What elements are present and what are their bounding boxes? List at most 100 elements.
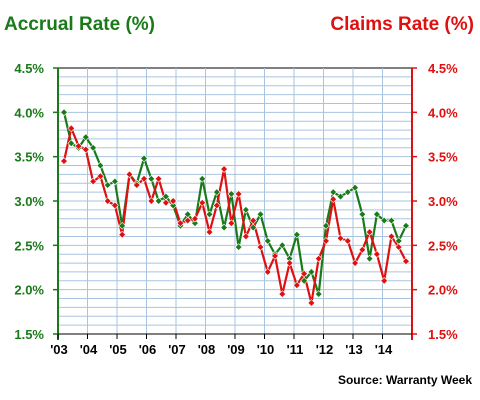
claims-point bbox=[373, 250, 381, 259]
claims-point bbox=[234, 190, 243, 198]
accrual-point bbox=[205, 210, 214, 219]
claims-point bbox=[256, 243, 265, 251]
claims-point bbox=[343, 237, 352, 245]
claims-point bbox=[198, 198, 207, 207]
claims-line bbox=[62, 127, 407, 305]
left-tick-label: 4.5% bbox=[14, 61, 44, 76]
accrual-point bbox=[351, 183, 359, 192]
claims-point bbox=[329, 195, 338, 204]
claims-point bbox=[183, 216, 192, 225]
claims-point bbox=[394, 243, 403, 251]
x-tick-label: '12 bbox=[316, 342, 334, 357]
accrual-point bbox=[293, 230, 301, 239]
x-tick-label: '11 bbox=[287, 342, 304, 357]
claims-point bbox=[336, 234, 345, 243]
claims-point bbox=[314, 254, 323, 263]
claims-point bbox=[154, 175, 163, 183]
right-tick-label: 2.5% bbox=[428, 238, 458, 253]
left-tick-label: 2.5% bbox=[14, 238, 44, 253]
claims-point bbox=[169, 197, 177, 205]
accrual-point bbox=[147, 175, 156, 183]
right-tick-label: 2.0% bbox=[428, 283, 458, 298]
claims-point bbox=[67, 124, 76, 133]
claims-point bbox=[125, 170, 134, 179]
accrual-point bbox=[300, 276, 308, 285]
right-tick-label: 3.5% bbox=[428, 150, 458, 165]
claims-point bbox=[176, 219, 185, 227]
x-tick-label: '03 bbox=[50, 342, 68, 357]
claims-point bbox=[249, 216, 258, 225]
claims-point bbox=[278, 290, 287, 298]
axes bbox=[53, 67, 417, 340]
left-tick-label: 2.0% bbox=[14, 283, 44, 298]
claims-point bbox=[227, 219, 236, 227]
claims-point bbox=[89, 177, 97, 186]
accrual-point bbox=[314, 290, 323, 298]
x-tick-label: '07 bbox=[168, 342, 186, 357]
accrual-point bbox=[154, 197, 163, 205]
x-tick-label: '10 bbox=[257, 342, 275, 357]
accrual-point bbox=[220, 223, 228, 232]
accrual-point bbox=[380, 216, 388, 225]
claims-point bbox=[307, 299, 316, 307]
claims-point bbox=[351, 259, 359, 267]
claims-point bbox=[147, 197, 156, 205]
claims-point bbox=[293, 281, 301, 290]
right-tick-label: 4.0% bbox=[428, 105, 458, 120]
source-note: Source: Warranty Week bbox=[338, 373, 472, 387]
accrual-point bbox=[198, 175, 207, 183]
claims-point bbox=[402, 257, 410, 266]
accrual-point bbox=[358, 210, 367, 219]
claims-point bbox=[111, 201, 119, 210]
right-axis-title: Claims Rate (%) bbox=[330, 14, 474, 35]
accrual-point bbox=[118, 222, 127, 230]
claims-point bbox=[132, 181, 141, 189]
accrual-point bbox=[89, 143, 97, 152]
accrual-point bbox=[249, 223, 258, 232]
tick-labels: 4.5% 4.0% 3.5% 3.0% 2.5% 2.0% 1.5% 4.5% 4.0% 3.5%… bbox=[14, 61, 458, 357]
accrual-point bbox=[387, 216, 396, 225]
claims-point bbox=[205, 228, 214, 236]
accrual-point bbox=[402, 222, 410, 230]
left-tick-label: 3.0% bbox=[14, 194, 44, 209]
x-tick-label: '08 bbox=[198, 342, 216, 357]
claims-point bbox=[285, 259, 294, 267]
x-tick-label: '09 bbox=[227, 342, 245, 357]
claims-point bbox=[74, 142, 83, 150]
accrual-point bbox=[322, 222, 330, 230]
claims-point bbox=[365, 228, 374, 236]
right-tick-label: 4.5% bbox=[428, 61, 458, 76]
accrual-point bbox=[96, 161, 105, 170]
claims-point bbox=[271, 252, 279, 260]
claims-point bbox=[220, 165, 228, 173]
accrual-point bbox=[60, 108, 68, 117]
left-tick-label: 1.5% bbox=[14, 327, 44, 342]
accrual-point bbox=[365, 254, 374, 263]
accrual-point bbox=[307, 268, 316, 276]
claims-point bbox=[263, 268, 272, 276]
accrual-point bbox=[278, 241, 287, 250]
accrual-point bbox=[242, 206, 250, 214]
accrual-point bbox=[373, 210, 381, 219]
accrual-point bbox=[227, 190, 236, 198]
accrual-point bbox=[82, 133, 90, 141]
claims-point bbox=[82, 145, 90, 154]
accrual-point bbox=[140, 154, 148, 163]
x-tick-label: '06 bbox=[139, 342, 157, 357]
claims-point bbox=[60, 157, 68, 165]
claims-point bbox=[300, 269, 308, 278]
claims-point bbox=[322, 237, 330, 245]
claims-point bbox=[358, 245, 367, 254]
data-series bbox=[60, 108, 410, 307]
left-tick-label: 3.5% bbox=[14, 150, 44, 165]
claims-point bbox=[387, 232, 396, 241]
claims-point bbox=[212, 201, 221, 210]
claims-point bbox=[96, 172, 105, 180]
claims-point bbox=[191, 214, 199, 223]
right-tick-label: 3.0% bbox=[428, 194, 458, 209]
claims-point bbox=[162, 198, 170, 207]
accrual-point bbox=[234, 243, 243, 251]
accrual-point bbox=[336, 192, 345, 201]
right-tick-label: 1.5% bbox=[428, 327, 458, 342]
